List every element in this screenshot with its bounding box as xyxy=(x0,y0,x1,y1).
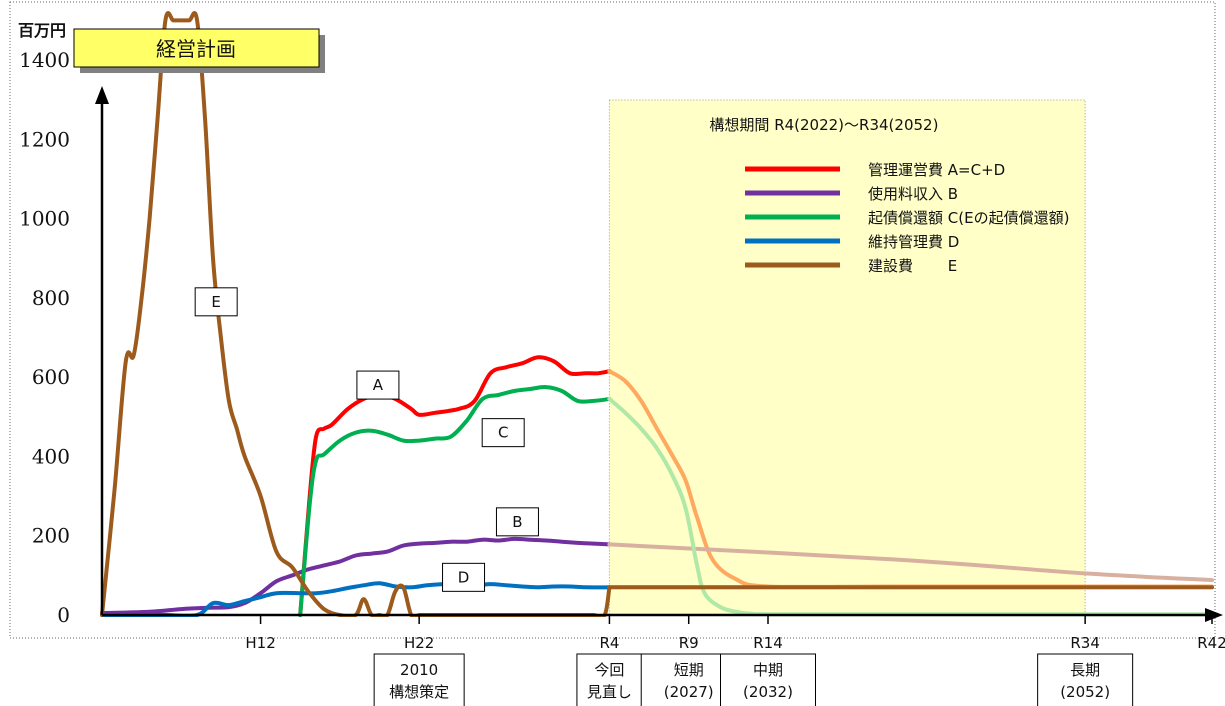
series-callouts: E A C B D xyxy=(194,287,539,592)
callout-box-A xyxy=(356,370,400,400)
series-D-line xyxy=(100,581,612,617)
series-A-line xyxy=(298,355,612,617)
phase-box-line1: 2010 xyxy=(400,661,438,679)
x-tick-label: H22 xyxy=(404,634,434,652)
concept-period-band: 構想期間 R4(2022)～R34(2052) xyxy=(608,99,1086,616)
chart-frame xyxy=(9,1,1216,639)
phase-box-line2: (2027) xyxy=(664,683,714,701)
plan-box xyxy=(73,28,320,68)
x-axis-arrow xyxy=(1205,608,1223,622)
legend: 管理運営費 A=C+D 使用料収入 B 起債償還額 C(Eの起債償還額) 維持管理費 … xyxy=(745,161,1069,275)
phase-box xyxy=(576,653,643,706)
legend-label-B: 使用料収入 B xyxy=(868,185,958,203)
callout-label-C: C xyxy=(498,424,508,442)
x-tick-label: R9 xyxy=(679,634,699,652)
phase-box xyxy=(373,653,465,706)
legend-label-C: 起債償還額 C(Eの起債償還額) xyxy=(868,209,1069,227)
phase-box-line1: 今回 xyxy=(594,661,624,679)
y-tick-label: 400 xyxy=(32,444,70,468)
axes-layer xyxy=(95,86,1223,622)
plan-label: 経営計画 xyxy=(156,37,236,61)
legend-label-D: 維持管理費 D xyxy=(868,233,959,251)
callout-box-C xyxy=(481,418,525,448)
callout-box-E xyxy=(194,287,238,317)
phase-box xyxy=(1037,653,1134,706)
legend-label-E: 建設費 E xyxy=(868,257,957,275)
phase-box-line2: (2052) xyxy=(1060,683,1110,701)
series-B-line xyxy=(100,536,612,615)
legend-label-A: 管理運営費 A=C+D xyxy=(868,161,1005,179)
callout-label-B: B xyxy=(512,513,522,531)
phase-box-line2: (2032) xyxy=(743,683,793,701)
x-tick-label: R14 xyxy=(753,634,783,652)
y-axis-arrow xyxy=(95,86,109,104)
phase-box xyxy=(720,653,816,706)
y-tick-label: 0 xyxy=(57,603,70,627)
y-tick-label: 800 xyxy=(32,286,70,310)
x-tick-label: R34 xyxy=(1070,634,1100,652)
x-tick-label: R42 xyxy=(1197,634,1225,652)
x-tick-label: H12 xyxy=(245,634,275,652)
phase-box-line2: 見直し xyxy=(587,683,632,701)
x-tick-label: R4 xyxy=(599,634,619,652)
concept-period-rect xyxy=(608,99,1086,616)
phase-box-line1: 短期 xyxy=(674,661,704,679)
phase-box-line1: 中期 xyxy=(753,661,783,679)
callout-label-A: A xyxy=(373,376,384,394)
callout-label-D: D xyxy=(458,568,470,586)
phase-box-line2: 構想策定 xyxy=(389,683,449,701)
y-tick-label: 1200 xyxy=(19,127,70,151)
y-axis-unit: 百万円 xyxy=(18,21,66,40)
series-C-line xyxy=(298,385,612,617)
header: 百万円 経営計画 xyxy=(18,21,325,73)
y-tick-label: 600 xyxy=(32,365,70,389)
concept-period-title: 構想期間 R4(2022)～R34(2052) xyxy=(709,116,938,134)
x-ticks: H12 H22 R4 R9 R14 R34 R42 xyxy=(245,615,1225,652)
y-tick-label: 200 xyxy=(32,524,70,548)
phase-box-line1: 長期 xyxy=(1070,661,1100,679)
y-tick-label: 1400 xyxy=(19,48,70,72)
y-ticks: 0 200 400 600 800 1000 1200 1400 xyxy=(19,48,70,627)
callout-box-D xyxy=(442,562,486,592)
outer-frame-border xyxy=(9,1,1216,639)
series-B-projection xyxy=(607,542,1214,583)
callout-label-E: E xyxy=(211,293,220,311)
callout-box-B xyxy=(495,507,539,537)
y-tick-label: 1000 xyxy=(19,207,70,231)
